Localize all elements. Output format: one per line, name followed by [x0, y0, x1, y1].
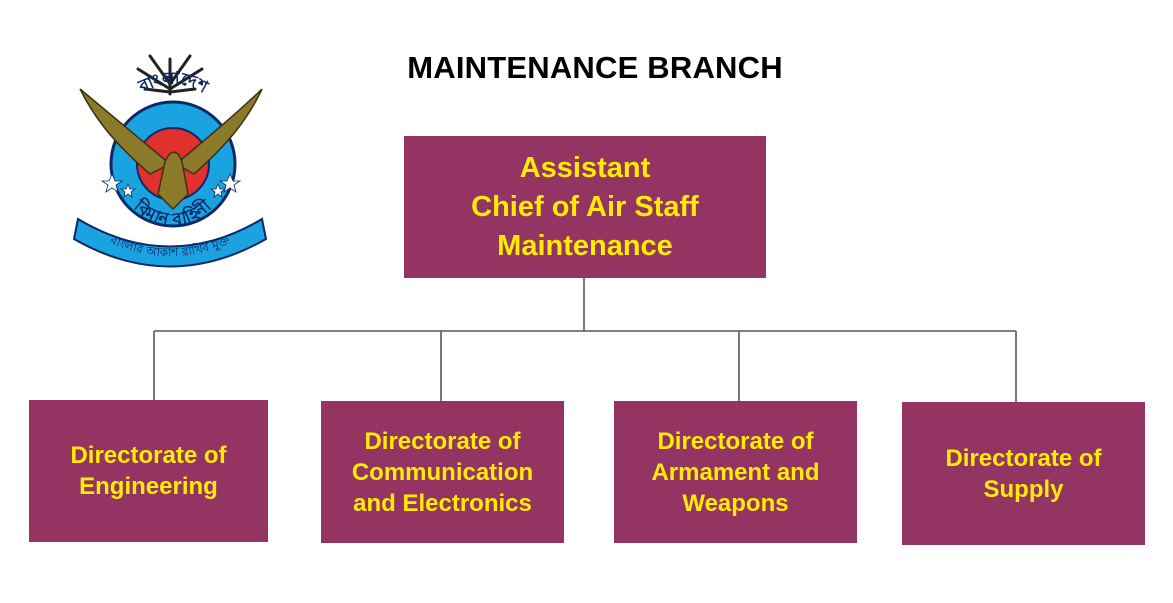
node-directorate-communication: Directorate of Communication and Electro… [321, 401, 564, 543]
chart-title: MAINTENANCE BRANCH [407, 50, 783, 85]
air-force-emblem: বাংলাদেশ বিমান বাহিনী বাংলার আকাশ রাখিব … [72, 54, 268, 268]
eagle-icon [79, 88, 263, 211]
sheaf-icon [136, 54, 204, 96]
node-assistant-chief: Assistant Chief of Air Staff Maintenance [404, 136, 766, 278]
node-directorate-supply: Directorate of Supply [902, 402, 1145, 545]
node-directorate-engineering: Directorate of Engineering [29, 400, 268, 542]
node-directorate-armament: Directorate of Armament and Weapons [614, 401, 857, 543]
star-icon [100, 172, 242, 198]
